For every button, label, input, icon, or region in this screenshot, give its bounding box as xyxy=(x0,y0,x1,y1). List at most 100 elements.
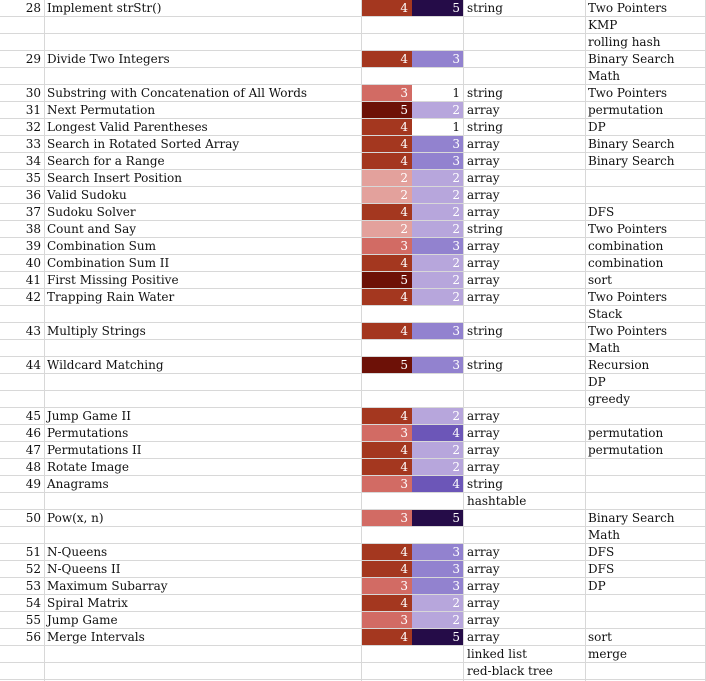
table-row[interactable]: DP xyxy=(0,374,706,391)
table-row[interactable]: 52 N-Queens II 4 3 array DFS xyxy=(0,561,706,578)
table-row[interactable]: 31 Next Permutation 5 2 array permutation xyxy=(0,102,706,119)
table-row[interactable]: KMP xyxy=(0,17,706,34)
difficulty-cell: 4 xyxy=(362,595,412,611)
algorithm-tag: DP xyxy=(588,120,606,134)
difficulty-cell: 4 xyxy=(362,119,412,135)
table-row[interactable]: 54 Spiral Matrix 4 2 array xyxy=(0,595,706,612)
algorithm-tag: DP xyxy=(588,375,606,389)
table-row[interactable]: Math xyxy=(0,527,706,544)
frequency-cell: 3 xyxy=(412,238,463,254)
problem-title: Jump Game II xyxy=(47,409,131,423)
problem-number: 45 xyxy=(25,409,41,423)
table-row[interactable]: Math xyxy=(0,340,706,357)
data-structure: array xyxy=(467,613,500,627)
table-row[interactable]: 43 Multiply Strings 4 3 string Two Pointers xyxy=(0,323,706,340)
problem-title xyxy=(44,374,361,390)
table-row[interactable]: 28 Implement strStr() 4 5 string Two Pointers xyxy=(0,0,706,17)
algorithm-tag: Binary Search xyxy=(588,511,675,525)
algorithm-tag: permutation xyxy=(588,426,664,440)
frequency-cell: 3 xyxy=(412,51,463,67)
algorithm-tag: combination xyxy=(588,239,664,253)
difficulty-cell: 4 xyxy=(362,442,412,458)
table-row[interactable]: 45 Jump Game II 4 2 array xyxy=(0,408,706,425)
frequency-cell xyxy=(412,391,463,407)
table-row[interactable]: red-black tree xyxy=(0,663,706,680)
table-row[interactable]: Stack xyxy=(0,306,706,323)
data-structure: string xyxy=(467,358,503,372)
table-row[interactable]: Math xyxy=(0,68,706,85)
problem-title: Pow(x, n) xyxy=(47,511,104,525)
difficulty-cell: 4 xyxy=(362,323,412,339)
problem-number xyxy=(0,374,44,390)
difficulty-cell xyxy=(362,527,412,543)
table-row[interactable]: 42 Trapping Rain Water 4 2 array Two Pointers xyxy=(0,289,706,306)
problem-title: Search in Rotated Sorted Array xyxy=(47,137,240,151)
table-row[interactable]: 49 Anagrams 3 4 string xyxy=(0,476,706,493)
difficulty-cell: 3 xyxy=(362,476,412,492)
table-row[interactable]: 37 Sudoku Solver 4 2 array DFS xyxy=(0,204,706,221)
difficulty-cell xyxy=(362,646,412,662)
table-row[interactable]: 53 Maximum Subarray 3 3 array DP xyxy=(0,578,706,595)
problem-number: 52 xyxy=(25,562,41,576)
frequency-cell xyxy=(412,17,463,33)
table-row[interactable]: 56 Merge Intervals 4 5 array sort xyxy=(0,629,706,646)
table-row[interactable]: 33 Search in Rotated Sorted Array 4 3 array B… xyxy=(0,136,706,153)
difficulty-cell: 4 xyxy=(362,0,412,16)
algorithm-tag xyxy=(586,187,706,203)
table-row[interactable]: 30 Substring with Concatenation of All Wo… xyxy=(0,85,706,102)
data-structure xyxy=(465,17,585,33)
frequency-cell xyxy=(412,306,463,322)
problem-number: 54 xyxy=(25,596,41,610)
data-structure: string xyxy=(467,477,503,491)
table-row[interactable]: 29 Divide Two Integers 4 3 Binary Search xyxy=(0,51,706,68)
table-row[interactable]: 40 Combination Sum II 4 2 array combination xyxy=(0,255,706,272)
table-row[interactable]: rolling hash xyxy=(0,34,706,51)
algorithm-tag xyxy=(586,408,706,424)
table-row[interactable]: 41 First Missing Positive 5 2 array sort xyxy=(0,272,706,289)
frequency-cell: 3 xyxy=(412,136,463,152)
problem-title: Rotate Image xyxy=(47,460,130,474)
table-row[interactable]: 46 Permutations 3 4 array permutation xyxy=(0,425,706,442)
data-structure: string xyxy=(467,222,503,236)
problem-number: 43 xyxy=(25,324,41,338)
table-row[interactable]: 34 Search for a Range 4 3 array Binary Search xyxy=(0,153,706,170)
algorithm-tag xyxy=(586,476,706,492)
problem-title: N-Queens II xyxy=(47,562,121,576)
frequency-cell: 3 xyxy=(412,561,463,577)
data-structure xyxy=(465,306,585,322)
difficulty-cell: 4 xyxy=(362,459,412,475)
table-row[interactable]: 32 Longest Valid Parentheses 4 1 string DP xyxy=(0,119,706,136)
problem-number xyxy=(0,34,44,50)
problem-title: Jump Game xyxy=(47,613,118,627)
table-row[interactable]: hashtable xyxy=(0,493,706,510)
table-row[interactable]: 35 Search Insert Position 2 2 array xyxy=(0,170,706,187)
table-row[interactable]: 55 Jump Game 3 2 array xyxy=(0,612,706,629)
problem-number xyxy=(0,68,44,84)
table-row[interactable]: 50 Pow(x, n) 3 5 Binary Search xyxy=(0,510,706,527)
table-row[interactable]: 44 Wildcard Matching 5 3 string Recursion xyxy=(0,357,706,374)
algorithm-tag: permutation xyxy=(588,443,664,457)
table-row[interactable]: 48 Rotate Image 4 2 array xyxy=(0,459,706,476)
data-structure: array xyxy=(467,103,500,117)
algorithm-tag: Recursion xyxy=(588,358,650,372)
problem-title: Search for a Range xyxy=(47,154,165,168)
problem-title: Count and Say xyxy=(47,222,137,236)
frequency-cell: 2 xyxy=(412,204,463,220)
frequency-cell: 2 xyxy=(412,612,463,628)
table-row[interactable]: 47 Permutations II 4 2 array permutation xyxy=(0,442,706,459)
data-structure: string xyxy=(467,1,503,15)
problem-title: Substring with Concatenation of All Word… xyxy=(47,86,308,100)
algorithm-tag: sort xyxy=(588,630,612,644)
table-row[interactable]: 36 Valid Sudoku 2 2 array xyxy=(0,187,706,204)
table-row[interactable]: greedy xyxy=(0,391,706,408)
table-row[interactable]: 38 Count and Say 2 2 string Two Pointers xyxy=(0,221,706,238)
problem-title: Combination Sum II xyxy=(47,256,170,270)
difficulty-cell: 3 xyxy=(362,238,412,254)
algorithm-tag: Binary Search xyxy=(588,137,675,151)
problem-number: 49 xyxy=(25,477,41,491)
table-row[interactable]: 51 N-Queens 4 3 array DFS xyxy=(0,544,706,561)
algorithm-tag: Math xyxy=(588,528,620,542)
table-row[interactable]: 39 Combination Sum 3 3 array combination xyxy=(0,238,706,255)
algorithm-tag xyxy=(586,612,706,628)
table-row[interactable]: linked list merge xyxy=(0,646,706,663)
